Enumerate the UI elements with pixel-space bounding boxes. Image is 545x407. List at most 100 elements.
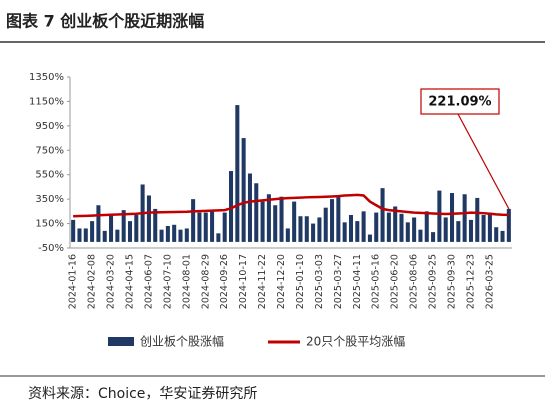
bar	[203, 212, 208, 242]
bar	[172, 224, 177, 242]
x-tick-label: 2026-03-25	[484, 254, 495, 309]
x-tick-label: 2025-03-03	[314, 254, 325, 309]
bar	[235, 105, 240, 242]
bar	[247, 173, 252, 242]
bar	[437, 190, 442, 242]
line	[73, 193, 509, 218]
x-tick-label: 2025-06-20	[390, 254, 401, 309]
bar	[96, 205, 101, 242]
x-tick-label: 2024-01-16	[68, 254, 79, 309]
bar	[386, 212, 391, 242]
x-tick-label: 2024-06-07	[143, 254, 154, 309]
bar	[443, 217, 448, 242]
bar	[380, 188, 385, 242]
x-tick-label: 2024-11-22	[257, 254, 268, 309]
bar	[374, 212, 379, 242]
bar	[127, 221, 133, 242]
bar	[367, 234, 372, 242]
x-tick-label: 2024-12-20	[276, 254, 287, 309]
legend-swatch	[108, 337, 134, 346]
legend-label: 20只个股平均涨幅	[306, 334, 405, 349]
x-tick-label: 2024-10-17	[238, 254, 249, 309]
bar	[197, 212, 202, 242]
bar	[323, 207, 328, 242]
source: 资料来源：Choice，华安证券研究所	[28, 386, 257, 402]
bar	[487, 212, 492, 242]
bar	[462, 194, 467, 242]
bar	[83, 228, 88, 242]
bar	[191, 199, 196, 242]
bar	[348, 215, 354, 242]
x-tick-label: 2025-09-25	[428, 254, 439, 309]
bar	[424, 211, 429, 242]
bar	[134, 215, 139, 242]
x-tick-label: 2024-03-20	[106, 254, 117, 309]
bar	[184, 228, 189, 242]
bar	[494, 227, 499, 242]
y-tick-label: 150%	[35, 219, 64, 230]
x-tick-label: 2024-04-15	[124, 254, 135, 309]
bar	[468, 219, 473, 242]
y-tick-label: 950%	[35, 121, 64, 132]
x-tick-label: 2024-08-29	[200, 254, 211, 309]
bar	[90, 221, 95, 242]
bar	[500, 230, 505, 242]
bar	[304, 216, 309, 242]
bar	[355, 221, 360, 242]
bar	[412, 217, 417, 242]
bar	[222, 212, 227, 242]
bar	[449, 193, 455, 242]
bar	[418, 229, 423, 242]
y-tick-label: 350%	[35, 194, 64, 205]
x-tick-label: 2025-04-11	[352, 254, 363, 309]
bar	[228, 171, 234, 242]
bar	[109, 213, 114, 242]
bar	[115, 229, 120, 242]
bar	[298, 216, 303, 242]
x-tick-label: 2025-01-10	[295, 254, 306, 309]
bar	[342, 222, 347, 242]
bar	[330, 199, 335, 242]
bar	[317, 217, 322, 242]
bar	[210, 210, 215, 242]
annotation: 221.09%	[428, 95, 491, 110]
bar	[153, 208, 158, 242]
x-tick-label: 2025-09-30	[447, 254, 458, 309]
bar	[165, 226, 170, 242]
bar	[216, 233, 221, 242]
y-tick-label: 1350%	[29, 72, 64, 83]
bar	[254, 183, 259, 242]
bar	[393, 206, 398, 242]
bar	[481, 215, 486, 242]
bar	[71, 219, 76, 242]
bar	[292, 201, 297, 242]
y-tick-label: -50%	[38, 243, 64, 254]
x-tick-label: 2024-02-08	[87, 254, 98, 309]
x-tick-label: 2025-05-16	[371, 254, 382, 309]
chart-title: 图表 7 创业板个股近期涨幅	[6, 12, 204, 31]
bar	[77, 228, 82, 242]
annotation-box	[420, 88, 500, 115]
bar	[260, 201, 265, 242]
legend-label: 创业板个股涨幅	[140, 334, 224, 349]
bar	[431, 232, 436, 242]
bar	[456, 221, 461, 242]
bar	[336, 196, 341, 242]
bar	[102, 230, 107, 242]
bar	[146, 195, 151, 242]
annotation-arrow	[457, 113, 510, 210]
y-tick-label: 1150%	[29, 96, 64, 107]
bar	[475, 197, 480, 242]
bar	[285, 228, 290, 242]
bar	[311, 223, 316, 242]
y-tick-label: 750%	[35, 145, 64, 156]
bar	[506, 208, 511, 242]
x-tick-label: 2025-12-23	[465, 254, 476, 309]
bar	[121, 210, 126, 242]
x-tick-label: 2025-08-06	[409, 254, 420, 309]
bar	[266, 194, 271, 242]
bar	[361, 211, 366, 242]
bar	[178, 229, 183, 242]
y-tick-label: 550%	[35, 170, 64, 181]
